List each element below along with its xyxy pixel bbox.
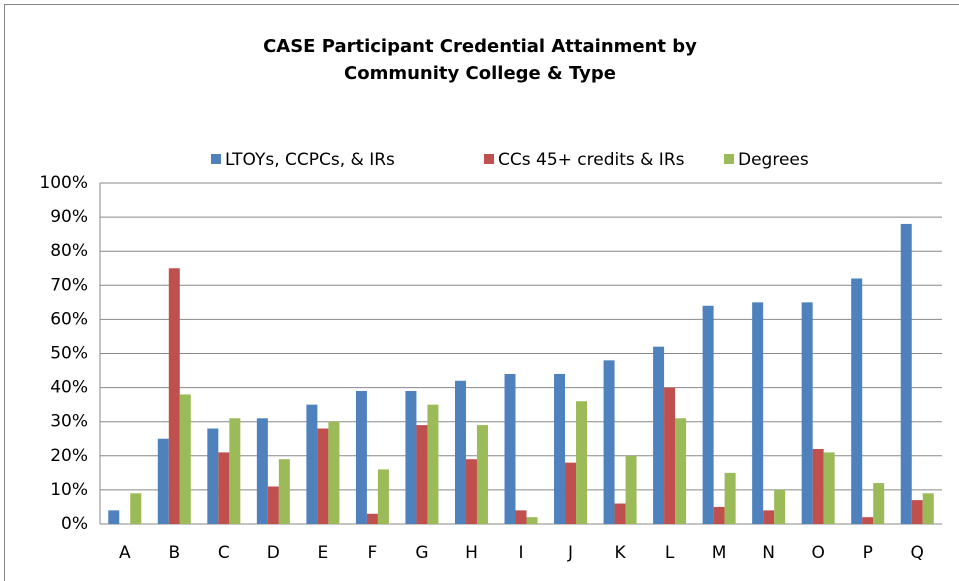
bar	[752, 302, 764, 524]
bar	[900, 223, 912, 525]
y-tick-label: 20%	[50, 446, 88, 466]
bar	[366, 513, 378, 524]
x-tick-label: C	[218, 543, 230, 563]
bar	[168, 268, 180, 524]
bar	[416, 425, 428, 524]
bar	[306, 404, 318, 524]
legend-swatch	[484, 154, 494, 164]
x-tick-label: P	[863, 543, 873, 563]
x-tick-label: L	[665, 543, 675, 563]
x-tick-label: M	[712, 543, 727, 563]
y-tick-label: 10%	[50, 480, 88, 500]
bar	[328, 421, 340, 524]
bar	[256, 418, 268, 524]
bar	[278, 459, 290, 524]
bar	[355, 391, 367, 524]
x-tick-label: O	[811, 543, 824, 563]
bar	[130, 493, 142, 524]
bar	[823, 452, 835, 524]
bar	[317, 428, 329, 524]
bar	[207, 428, 219, 524]
legend-swatch	[211, 154, 221, 164]
x-tick-label: N	[762, 543, 775, 563]
bar	[427, 404, 439, 524]
bar	[157, 438, 169, 524]
bar	[812, 448, 824, 524]
bar	[218, 452, 230, 524]
y-tick-label: 100%	[39, 173, 88, 193]
x-tick-label: E	[318, 543, 329, 563]
bar	[614, 503, 626, 524]
bar	[405, 391, 417, 524]
bar	[702, 305, 714, 524]
chart-border	[4, 4, 959, 581]
y-tick-label: 0%	[61, 514, 88, 534]
bar	[774, 489, 786, 524]
y-tick-label: 90%	[50, 207, 88, 227]
legend-swatch	[724, 154, 734, 164]
bar	[664, 387, 676, 524]
bar	[465, 459, 477, 524]
y-tick-label: 60%	[50, 309, 88, 329]
x-tick-label: B	[168, 543, 180, 563]
bar	[565, 462, 577, 524]
bar	[526, 517, 538, 524]
x-tick-label: A	[119, 543, 131, 563]
bar	[873, 483, 885, 524]
bar	[454, 380, 466, 524]
bar	[576, 401, 588, 524]
x-tick-label: D	[267, 543, 280, 563]
bar	[713, 506, 725, 524]
y-tick-label: 50%	[50, 344, 88, 364]
bar	[653, 346, 665, 524]
bar	[675, 418, 687, 524]
x-tick-label: F	[368, 543, 378, 563]
chart-title: CASE Participant Credential Attainment b…	[263, 36, 697, 84]
bar	[108, 510, 120, 524]
bar	[267, 486, 279, 524]
bar	[851, 278, 863, 524]
bar	[229, 418, 241, 524]
legend-label: CCs 45+ credits & IRs	[498, 150, 685, 170]
bar	[476, 425, 488, 524]
x-tick-label: I	[518, 543, 523, 563]
legend-label: LTOYs, CCPCs, & IRs	[225, 150, 395, 170]
bar	[554, 373, 566, 524]
y-tick-label: 30%	[50, 412, 88, 432]
bar	[724, 472, 736, 524]
y-tick-label: 40%	[50, 378, 88, 398]
bar	[377, 469, 389, 524]
bar	[179, 394, 191, 524]
x-tick-label: G	[415, 543, 428, 563]
legend-label: Degrees	[738, 150, 809, 170]
bar	[911, 500, 923, 524]
y-tick-label: 80%	[50, 241, 88, 261]
bar	[504, 373, 516, 524]
x-tick-label: K	[614, 543, 626, 563]
bar	[862, 517, 874, 524]
bar	[763, 510, 775, 524]
bar	[625, 455, 637, 524]
x-tick-label: J	[567, 543, 573, 563]
bar	[515, 510, 527, 524]
x-tick-label: Q	[911, 543, 924, 563]
bar	[801, 302, 813, 524]
y-tick-label: 70%	[50, 275, 88, 295]
bar	[922, 493, 934, 524]
bar	[603, 360, 615, 524]
x-tick-label: H	[465, 543, 478, 563]
